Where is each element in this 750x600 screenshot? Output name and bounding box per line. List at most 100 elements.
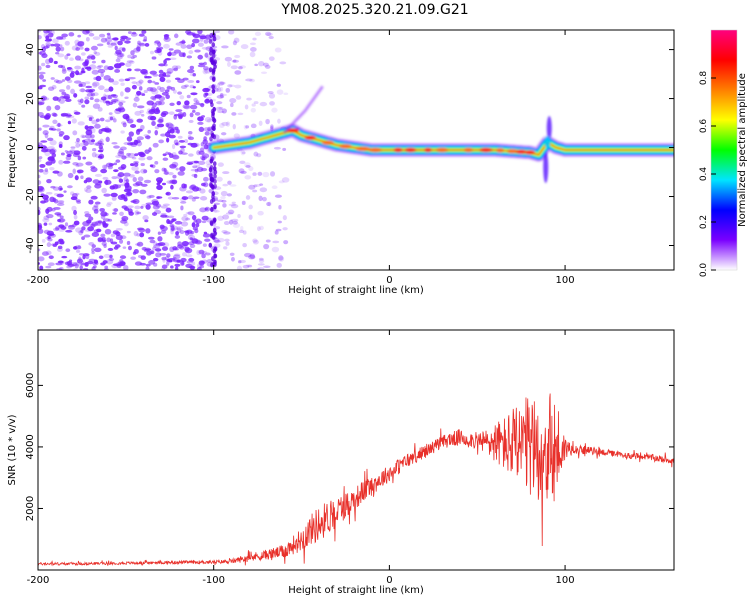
noise-point — [125, 179, 130, 183]
noise-point — [134, 110, 142, 116]
noise-point — [156, 196, 163, 199]
noise-point — [75, 199, 81, 203]
colorbar-label: Normalized spectral amplitude — [737, 73, 748, 227]
noise-point — [134, 68, 142, 72]
noise-point — [158, 69, 164, 74]
noise-point — [213, 173, 217, 179]
noise-point — [140, 183, 148, 187]
noise-point — [231, 201, 236, 205]
noise-point — [245, 78, 253, 82]
noise-point — [229, 184, 237, 187]
noise-point — [197, 121, 204, 125]
noise-point — [42, 218, 50, 223]
noise-point — [225, 121, 231, 127]
noise-point — [193, 173, 198, 179]
noise-point — [211, 194, 215, 200]
noise-point — [107, 165, 113, 170]
noise-point — [131, 165, 139, 171]
noise-point — [105, 136, 110, 143]
colorbar — [711, 30, 737, 270]
ridge-hotspot — [286, 128, 300, 133]
noise-point — [162, 203, 170, 207]
noise-point — [73, 209, 77, 216]
noise-point — [98, 153, 105, 160]
noise-point — [95, 228, 102, 233]
noise-point — [167, 172, 174, 176]
noise-point — [165, 151, 169, 156]
noise-point — [183, 105, 191, 110]
noise-point — [47, 262, 55, 267]
noise-point — [144, 135, 151, 140]
noise-point — [160, 133, 167, 137]
noise-point — [163, 43, 170, 49]
noise-point — [60, 65, 66, 69]
noise-point — [210, 206, 214, 212]
noise-point — [248, 204, 253, 210]
noise-point — [123, 207, 130, 211]
noise-point — [119, 211, 124, 216]
y-tick-label: 4000 — [25, 434, 36, 459]
noise-point — [202, 233, 211, 238]
noise-point — [92, 82, 98, 88]
noise-point — [266, 202, 271, 207]
noise-point — [140, 168, 147, 174]
noise-point — [116, 174, 122, 180]
noise-point — [97, 68, 106, 74]
noise-point — [269, 101, 275, 106]
noise-point — [201, 259, 208, 264]
noise-point — [119, 52, 125, 58]
noise-point — [143, 134, 149, 137]
noise-point — [172, 154, 180, 160]
noise-point — [84, 125, 89, 130]
noise-point — [201, 156, 206, 161]
noise-point — [157, 242, 166, 247]
noise-point — [238, 229, 245, 234]
noise-point — [212, 209, 220, 213]
noise-point — [108, 128, 112, 134]
noise-point — [133, 162, 139, 167]
ridge-hotspot — [478, 147, 494, 153]
noise-point — [206, 118, 212, 123]
noise-point — [222, 214, 230, 220]
noise-point — [136, 90, 141, 96]
noise-point — [168, 48, 174, 51]
noise-point — [94, 98, 100, 103]
noise-point — [85, 85, 93, 89]
noise-point — [161, 91, 169, 96]
noise-point — [225, 241, 230, 246]
noise-point — [233, 37, 240, 43]
noise-point — [103, 243, 107, 249]
noise-point — [138, 79, 144, 84]
noise-point — [165, 131, 171, 138]
noise-point — [248, 184, 256, 190]
noise-point — [47, 237, 53, 242]
noise-point — [227, 180, 232, 185]
noise-point — [60, 152, 65, 156]
noise-point — [66, 185, 73, 189]
noise-point — [250, 123, 257, 129]
noise-point — [64, 222, 69, 227]
noise-point — [212, 36, 217, 42]
noise-point — [90, 92, 96, 97]
noise-point — [159, 252, 167, 256]
noise-point — [87, 114, 94, 119]
noise-point — [204, 98, 210, 104]
noise-point — [270, 124, 274, 130]
colorbar-tick-label: 0.8 — [699, 71, 709, 86]
noise-point — [53, 60, 58, 65]
noise-point — [249, 78, 255, 83]
noise-point — [159, 86, 165, 93]
noise-point — [106, 201, 113, 205]
noise-point — [147, 79, 153, 84]
noise-point — [204, 207, 209, 211]
noise-point — [201, 253, 206, 259]
noise-point — [86, 66, 92, 71]
noise-point — [57, 122, 61, 127]
noise-point — [39, 50, 46, 56]
noise-point — [268, 56, 275, 61]
noise-point — [62, 160, 71, 164]
noise-point — [248, 166, 254, 172]
noise-point — [104, 129, 110, 133]
noise-point — [59, 187, 63, 191]
noise-point — [65, 229, 73, 233]
